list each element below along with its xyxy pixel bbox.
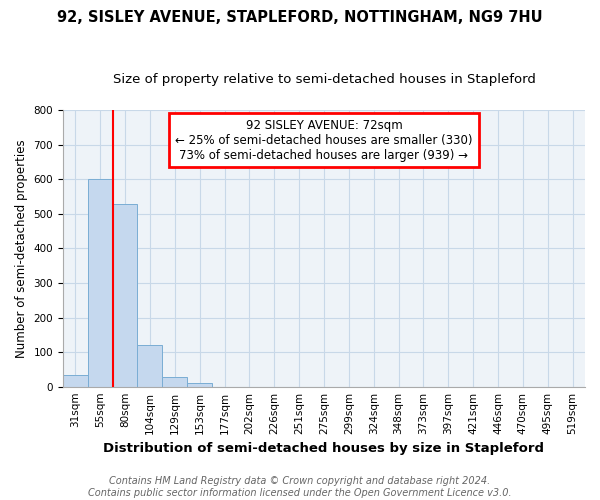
Bar [187, 383, 212, 386]
Bar [163, 378, 187, 386]
Bar [137, 345, 163, 387]
Y-axis label: Number of semi-detached properties: Number of semi-detached properties [15, 139, 28, 358]
Bar [88, 180, 113, 386]
X-axis label: Distribution of semi-detached houses by size in Stapleford: Distribution of semi-detached houses by … [103, 442, 544, 455]
Title: Size of property relative to semi-detached houses in Stapleford: Size of property relative to semi-detach… [113, 72, 535, 86]
Text: 92, SISLEY AVENUE, STAPLEFORD, NOTTINGHAM, NG9 7HU: 92, SISLEY AVENUE, STAPLEFORD, NOTTINGHA… [57, 10, 543, 25]
Bar [113, 204, 137, 386]
Text: Contains HM Land Registry data © Crown copyright and database right 2024.
Contai: Contains HM Land Registry data © Crown c… [88, 476, 512, 498]
Text: 92 SISLEY AVENUE: 72sqm
← 25% of semi-detached houses are smaller (330)
73% of s: 92 SISLEY AVENUE: 72sqm ← 25% of semi-de… [175, 118, 473, 162]
Bar [63, 374, 88, 386]
